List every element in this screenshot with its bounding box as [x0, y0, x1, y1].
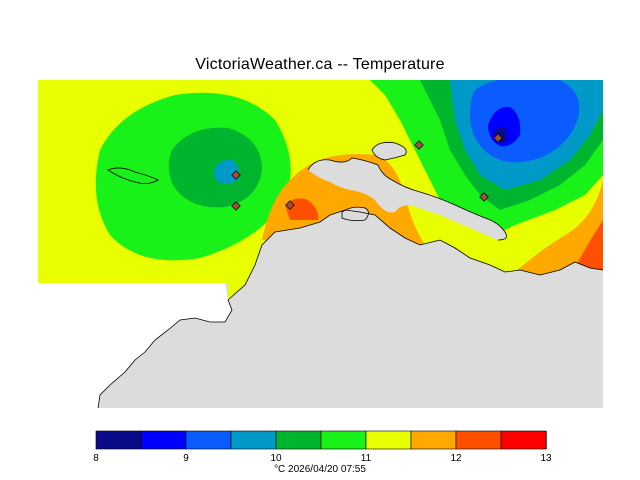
station-marker[interactable]	[479, 192, 489, 202]
colorbar-swatch	[95, 430, 142, 450]
station-marker[interactable]	[231, 170, 241, 180]
colorbar-swatch	[185, 430, 232, 450]
contour-field	[38, 80, 603, 408]
colorbar-swatch	[365, 430, 412, 450]
colorbar-swatch	[275, 430, 322, 450]
colorbar-tick-label: 10	[270, 453, 282, 464]
station-marker[interactable]	[285, 200, 295, 210]
coastline-island-north	[371, 141, 407, 161]
station-marker[interactable]	[493, 133, 503, 143]
colorbar-tick-label: 11	[360, 453, 372, 464]
outside-domain-sw	[38, 283, 232, 408]
station-markers	[231, 133, 503, 211]
colorbar-tick-label: 13	[540, 453, 552, 464]
colorbar-tick-label: 8	[93, 453, 99, 464]
map-title: VictoriaWeather.ca -- Temperature	[195, 56, 445, 73]
colorbar-swatch	[320, 430, 367, 450]
coastline-mainland	[227, 209, 603, 301]
coastline-peninsula	[307, 157, 507, 241]
colorbar-swatch	[230, 430, 277, 450]
peninsula-land	[308, 158, 507, 240]
colorbar-swatch	[500, 430, 547, 450]
coastline-island-central	[341, 206, 369, 222]
colorbar-swatch	[140, 430, 187, 450]
colorbar-tick-label: 9	[183, 453, 189, 464]
colorbar-tick-label: 12	[450, 453, 462, 464]
temperature-band-9.5-10-west	[214, 159, 240, 184]
island-north	[372, 142, 407, 160]
map-caption: °C 2026/04/20 07:55	[274, 464, 366, 475]
land-mask	[38, 210, 603, 408]
colorbar-swatch	[455, 430, 502, 450]
coastline-southwest	[97, 299, 233, 408]
station-marker[interactable]	[414, 140, 424, 150]
coastline-island-west	[107, 167, 159, 184]
color-scale-bar	[95, 430, 547, 450]
colorbar-swatch	[410, 430, 457, 450]
station-marker[interactable]	[231, 201, 241, 211]
